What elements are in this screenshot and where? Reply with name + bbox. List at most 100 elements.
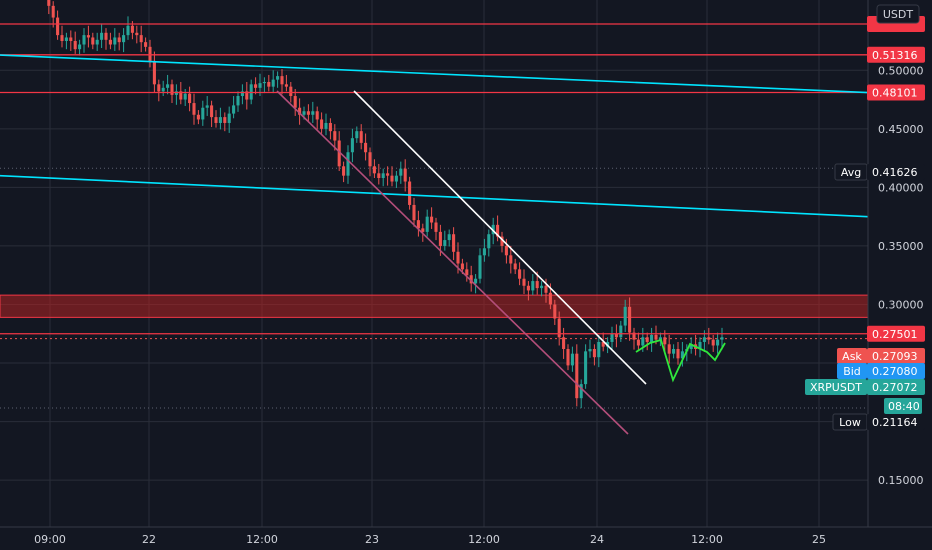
candle-body [500, 236, 504, 246]
countdown-badge-text: 08:40 [888, 400, 920, 413]
level-badge-bg [867, 325, 925, 342]
low-badge-value: 0.21164 [872, 416, 918, 429]
candle-body [663, 337, 667, 345]
candle-body [658, 337, 662, 340]
ask-badge-label-bg [837, 348, 867, 364]
candle-body [623, 306, 627, 326]
candle-body [553, 304, 557, 319]
candle-body [478, 255, 482, 279]
candle-body [562, 337, 566, 349]
candle-body [716, 339, 720, 346]
candle-body [399, 168, 403, 176]
candle-body [381, 173, 385, 179]
candle-body [438, 231, 442, 246]
candle-body [280, 76, 284, 85]
time-tick-label: 09:00 [34, 533, 66, 546]
level-badge-text: 0.27501 [872, 328, 918, 341]
candle-body [460, 263, 464, 270]
candle-body [342, 166, 346, 176]
candle-body [711, 339, 715, 346]
candle-body [82, 35, 86, 45]
candle-body [56, 17, 60, 36]
candle-body [227, 113, 231, 123]
candle-body [443, 240, 447, 246]
price-tick-label: 0.30000 [878, 298, 924, 311]
ask-badge-value: 0.27093 [872, 350, 918, 363]
candles [47, 0, 724, 409]
currency-label-text: USDT [883, 8, 914, 21]
candle-body [592, 348, 596, 358]
candle-body [135, 32, 139, 36]
candle-body [610, 333, 614, 342]
candle-body [258, 83, 262, 88]
candle-body [148, 46, 152, 61]
candle-body [469, 275, 473, 284]
candle-body [566, 348, 570, 366]
candle-body [434, 222, 438, 232]
avg-badge-label: Avg [841, 166, 861, 179]
candle-body [702, 337, 706, 342]
candle-body [614, 333, 618, 338]
candle-body [236, 96, 240, 106]
price-badges: 0.51316 0.48101 0.27501 Avg 0.41626 Ask 0.2709… [805, 4, 925, 431]
candle-body [267, 81, 271, 87]
candle-body [416, 220, 420, 229]
candle-body [170, 84, 174, 95]
level-badge: 0.48101 [867, 84, 925, 101]
candle-body [689, 344, 693, 349]
symbol-badge: XRPUSDT 0.27072 [805, 379, 925, 395]
currency-label[interactable]: USDT [876, 4, 920, 24]
candle-body [113, 37, 117, 45]
candle-body [144, 42, 148, 47]
candle-body [166, 84, 170, 88]
low-badge-label: Low [839, 416, 861, 429]
candle-body [619, 325, 623, 338]
candle-body [645, 337, 649, 342]
low-badge: Low 0.21164 [832, 413, 925, 431]
candle-body [333, 131, 337, 141]
candle-body [597, 341, 601, 358]
trendline [0, 54, 869, 94]
candle-body [412, 204, 416, 221]
candle-body [430, 216, 434, 223]
level-badge: 0.27501 [867, 325, 925, 342]
candle-body [650, 334, 654, 342]
price-tick-label: 0.40000 [878, 181, 924, 194]
candle-body [601, 341, 605, 347]
candle-body [95, 39, 99, 45]
candle-body [126, 25, 130, 36]
candle-body [152, 60, 156, 85]
symbol-badge-label-bg [805, 379, 867, 395]
candle-body [364, 142, 368, 153]
candle-body [368, 152, 372, 167]
candle-body [350, 138, 354, 153]
candle-body [183, 93, 187, 100]
candle-body [298, 107, 302, 115]
candle-body [139, 35, 143, 43]
candle-body [487, 234, 491, 249]
candle-body [588, 348, 592, 352]
candle-body [394, 175, 398, 182]
price-tick-label: 0.45000 [878, 123, 924, 136]
level-badge-bg [867, 46, 925, 63]
candle-body [205, 105, 209, 108]
candle-body [641, 337, 645, 346]
level-badge-text: 0.51316 [872, 49, 918, 62]
candle-body [315, 111, 319, 120]
pattern-line [635, 338, 726, 383]
candle-body [672, 348, 676, 354]
candle-body [540, 285, 544, 289]
bid-badge-value-bg [867, 363, 925, 379]
candle-body [64, 37, 68, 41]
candle-body [328, 122, 332, 132]
candle-body [522, 278, 526, 286]
candle-body [504, 245, 508, 256]
candle-body [218, 117, 222, 123]
candle-body [47, 0, 51, 6]
candle-body [482, 248, 486, 256]
candle-body [179, 91, 183, 100]
candle-body [73, 40, 77, 50]
time-tick-label: 12:00 [691, 533, 723, 546]
